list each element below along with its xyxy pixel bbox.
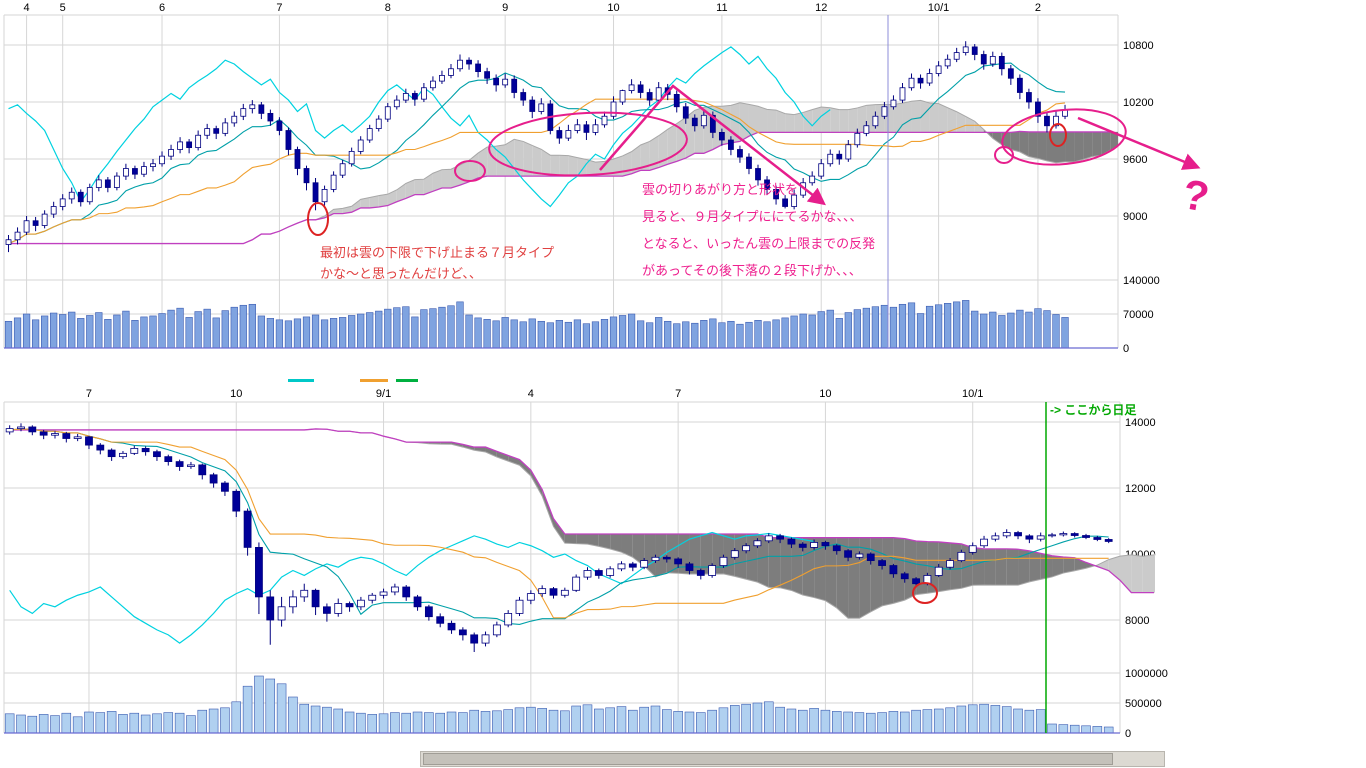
daily-from-here-label: -> ここから日足 — [1050, 403, 1137, 417]
volume-bars-layer — [4, 675, 1120, 734]
price-axis-label: 14000 — [1125, 417, 1156, 429]
tenkan-sen-line — [9, 428, 1109, 626]
price-axis-label: 10800 — [1123, 40, 1154, 52]
legend-swatch-green-line — [396, 379, 418, 382]
volume-axis-label: 140000 — [1123, 275, 1160, 287]
axis-labels-layer: 7 10 9/1 4 7 10 10/114000120001000080001000000… — [86, 388, 1168, 740]
senkou-span-b-line — [9, 428, 1154, 594]
x-axis-tick-label: 2 — [1035, 2, 1041, 14]
x-axis-tick-label: 7 — [86, 388, 92, 400]
july-type-note: 最初は雲の下限で下げ止まる７月タイプ かな～と思ったんだけど、、 — [320, 242, 554, 284]
x-axis-tick-label: 4 — [24, 2, 30, 14]
volume-axis-label: 500000 — [1125, 698, 1162, 710]
july-type-note-line1: 最初は雲の下限で下げ止まる７月タイプ — [320, 245, 555, 260]
volume-axis-label: 0 — [1123, 343, 1129, 355]
x-axis-tick-label: 10 — [607, 2, 619, 14]
chikou-span-line — [8, 46, 831, 208]
chikou-span-line — [9, 531, 815, 644]
x-axis-tick-label: 4 — [528, 388, 534, 400]
volume-bars-layer — [4, 300, 1118, 349]
september-type-note-line2: 見ると、９月タイプににてるかな、、、 — [642, 209, 863, 224]
x-axis-tick-label: 7 — [675, 388, 681, 400]
axis-labels-layer: 4 5 6 7 8 9 10 11 12 10/1 210800102009600900014000… — [24, 2, 1160, 355]
september-type-note-line1: 雲の切りあがり方と形状を — [642, 182, 799, 197]
price-axis-label: 10200 — [1123, 97, 1154, 109]
september-type-note-line4: があってその後下落の２段下げか、、、 — [642, 263, 862, 278]
volume-axis-label: 0 — [1125, 728, 1131, 740]
legend-swatch-cyan-line — [288, 379, 314, 382]
x-axis-tick-label: 8 — [385, 2, 391, 14]
volume-axis-label: 1000000 — [1125, 668, 1168, 680]
senkou-span-a-line — [9, 428, 1155, 619]
september-type-note-line3: となると、いったん雲の上限までの反発 — [642, 236, 876, 251]
legend-swatch-orange-line — [360, 379, 388, 382]
price-axis-label: 8000 — [1125, 615, 1149, 627]
september-type-note: 雲の切りあがり方と形状を 見ると、９月タイプににてるかな、、、 となると、いった… — [642, 176, 875, 284]
x-axis-tick-label: 5 — [60, 2, 66, 14]
price-axis-label: 12000 — [1125, 483, 1156, 495]
kijun-sen-line — [9, 428, 1109, 619]
ichimoku-cloud — [304, 428, 1155, 619]
price-axis-label: 9000 — [1123, 211, 1147, 223]
tenkan-sen-line — [8, 62, 1066, 245]
x-axis-tick-label: 9 — [502, 2, 508, 14]
volume-axis-label: 70000 — [1123, 309, 1154, 321]
x-axis-tick-label: 6 — [159, 2, 165, 14]
scrollbar-thumb[interactable] — [423, 753, 1113, 765]
x-axis-tick-label: 11 — [716, 2, 727, 14]
horizontal-scrollbar[interactable] — [420, 751, 1165, 767]
indicator-lines-layer — [9, 428, 1155, 644]
x-axis-tick-label: 10 — [230, 388, 242, 400]
july-type-note-line2: かな～と思ったんだけど、、 — [320, 266, 482, 281]
x-axis-tick-label: 10/1 — [962, 388, 983, 400]
candles-layer — [5, 423, 1113, 653]
x-axis-tick-label: 10/1 — [928, 2, 949, 14]
x-axis-tick-label: 9/1 — [376, 388, 391, 400]
x-axis-tick-label: 12 — [815, 2, 827, 14]
x-axis-tick-label: 7 — [276, 2, 282, 14]
x-axis-tick-label: 10 — [819, 388, 831, 400]
